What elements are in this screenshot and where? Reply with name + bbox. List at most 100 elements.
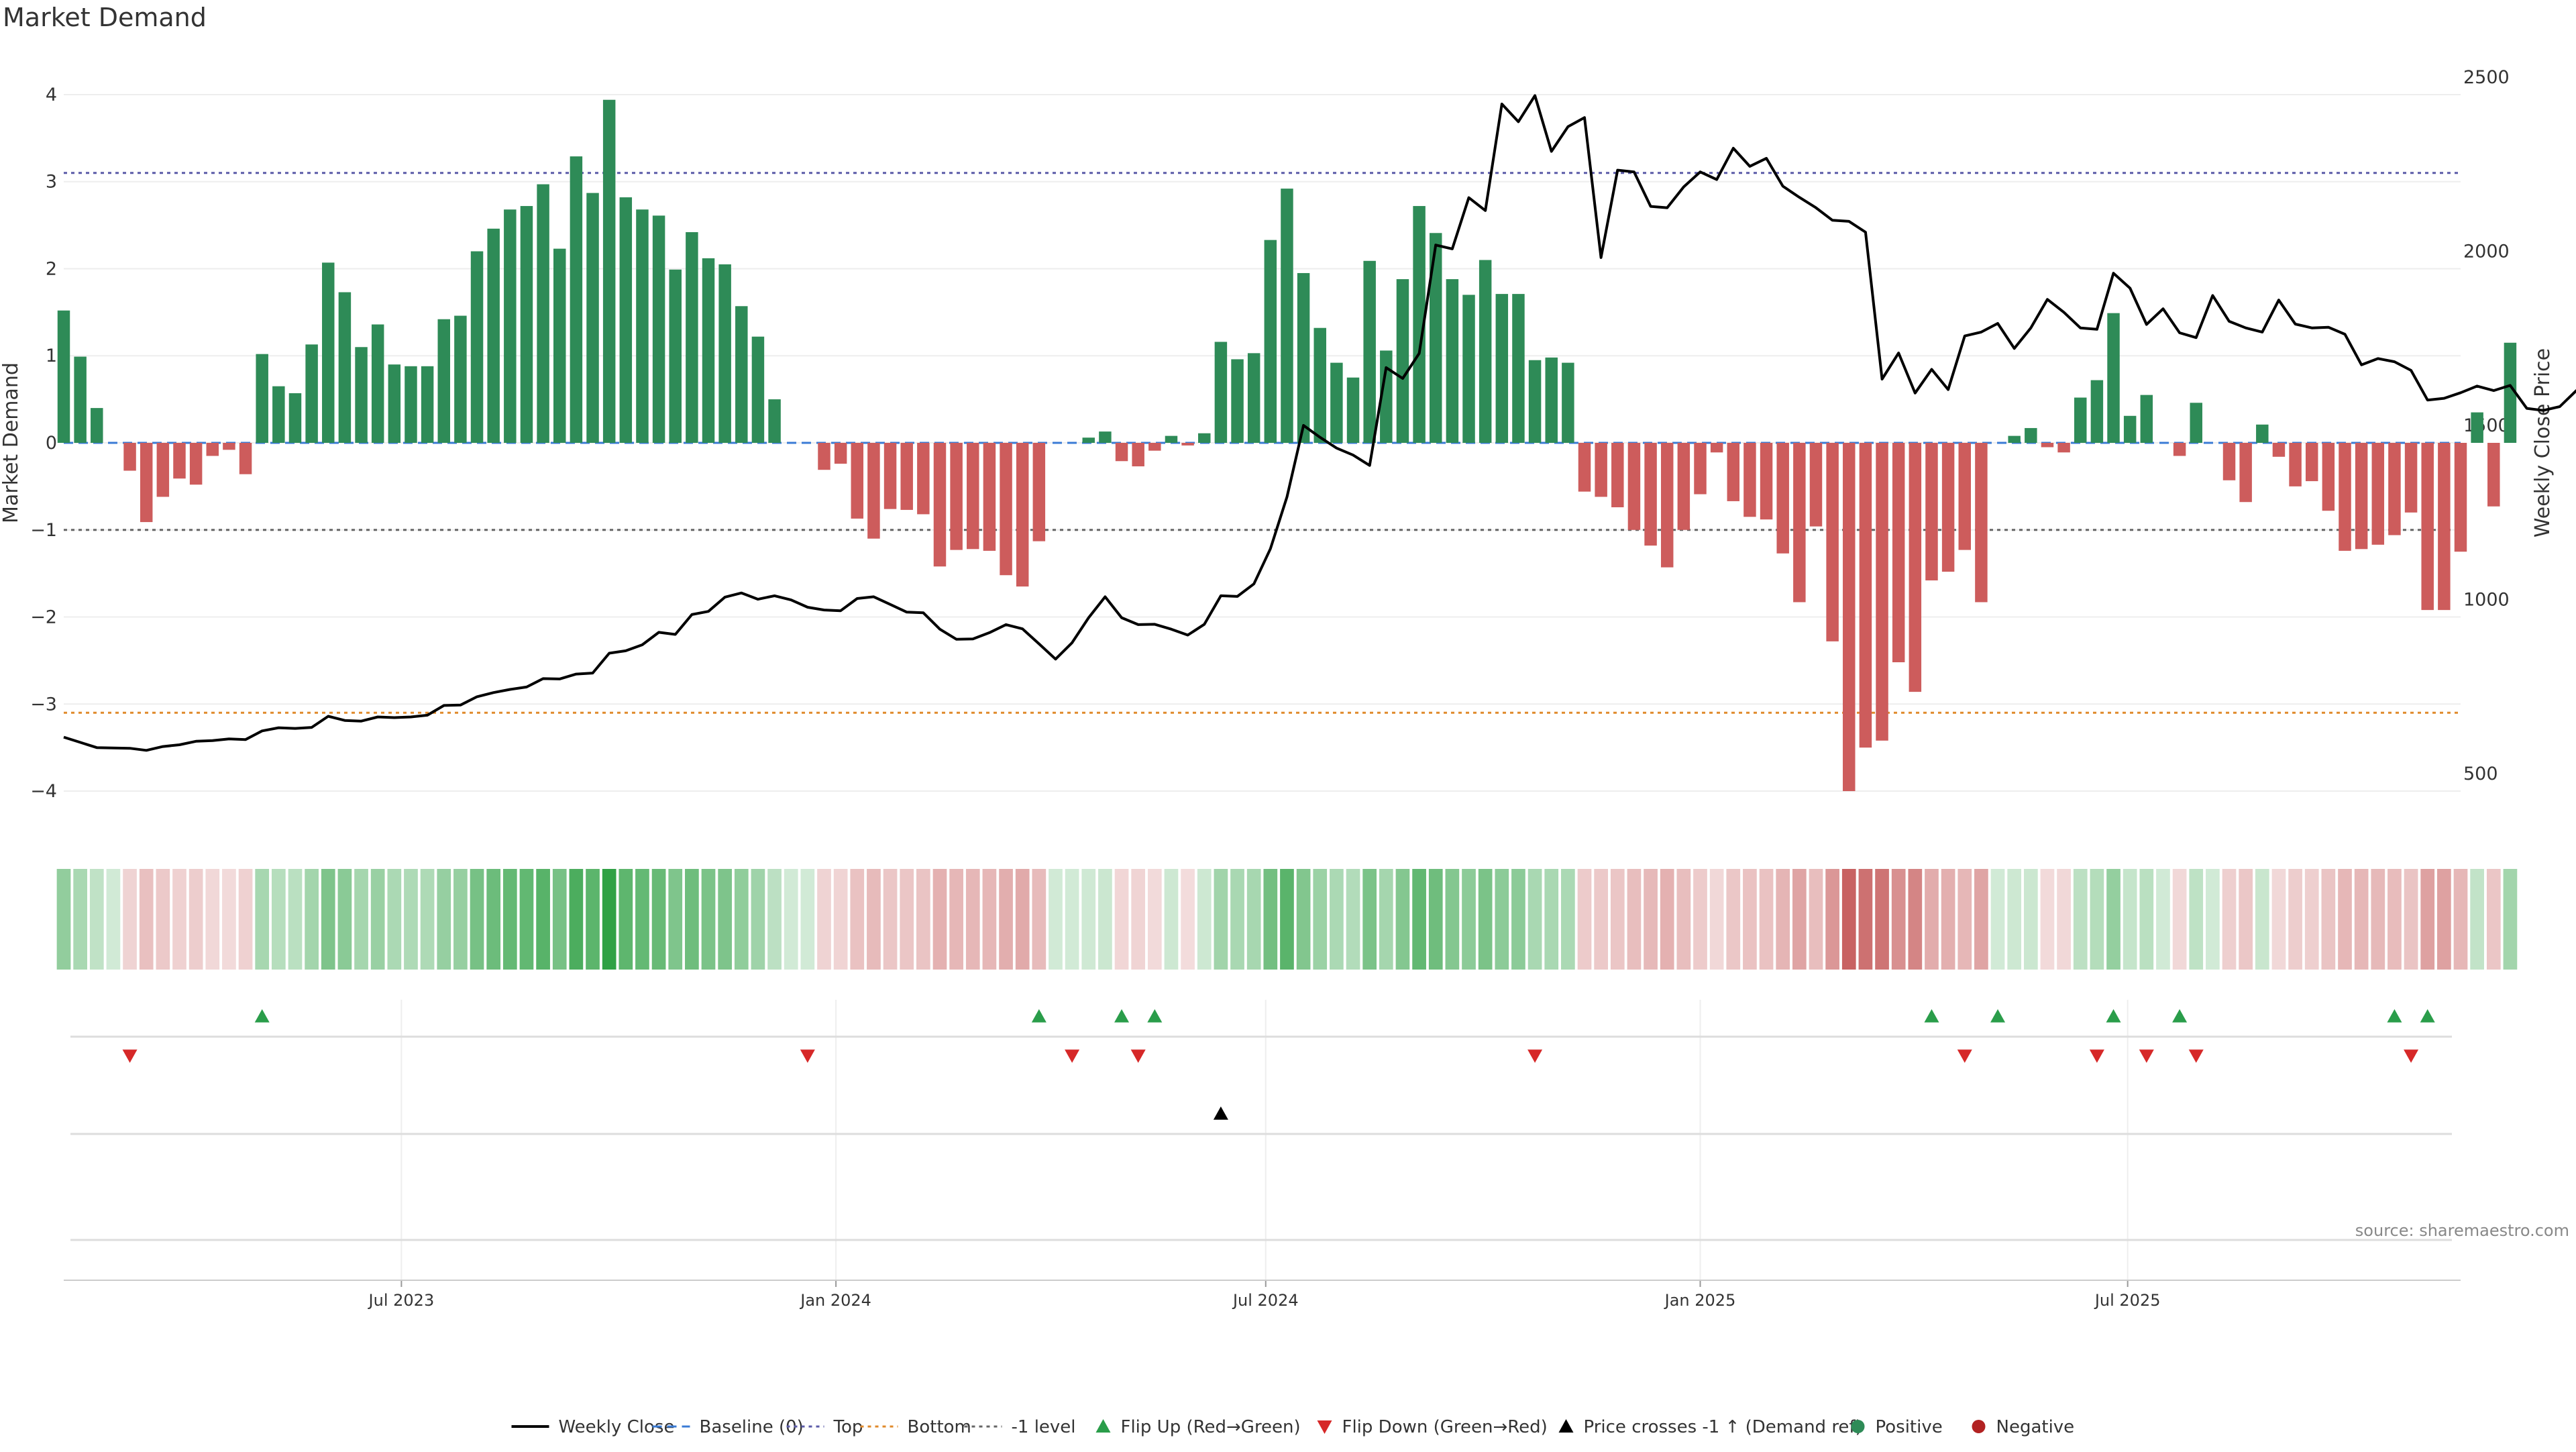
demand-bar <box>2107 313 2120 443</box>
heat-cell <box>1957 869 1972 970</box>
demand-bar <box>1859 443 1872 748</box>
demand-bar <box>1396 279 1409 443</box>
heat-cell <box>106 869 121 970</box>
demand-bar <box>1843 443 1856 792</box>
heat-cell <box>337 869 352 970</box>
heat-cell <box>833 869 848 970</box>
heat-cell <box>156 869 170 970</box>
flip-up-marker <box>2420 1009 2435 1023</box>
demand-bar <box>2090 380 2104 443</box>
heat-cell <box>932 869 947 970</box>
legend-swatch <box>1558 1419 1574 1433</box>
demand-bar <box>239 443 252 474</box>
heat-cell <box>635 869 649 970</box>
heat-cell <box>619 869 633 970</box>
demand-bar <box>917 443 930 515</box>
heat-cell <box>172 869 186 970</box>
y2-tick-label: 500 <box>2463 764 2498 784</box>
heat-cell <box>1098 869 1112 970</box>
heat-cell <box>2338 869 2352 970</box>
demand-bar <box>1545 357 1558 443</box>
demand-bar <box>1528 360 1542 443</box>
heat-cell <box>685 869 699 970</box>
demand-bar <box>2057 443 2070 453</box>
heat-cell <box>1280 869 1294 970</box>
legend-label: Baseline (0) <box>700 1417 804 1437</box>
demand-bar <box>1727 443 1740 501</box>
heat-cell <box>2007 869 2022 970</box>
demand-bar <box>1975 443 1988 603</box>
heat-cell <box>1776 869 1790 970</box>
demand-bar <box>983 443 996 551</box>
heat-cell <box>238 869 253 970</box>
y-tick-label: −4 <box>30 781 57 802</box>
heat-cell <box>2206 869 2220 970</box>
demand-bar <box>702 258 715 443</box>
flip-down-marker <box>1065 1049 1080 1063</box>
demand-bar <box>454 315 467 443</box>
x-tick-label: Jan 2024 <box>799 1291 871 1310</box>
flip-down-marker <box>2188 1049 2204 1063</box>
heat-cell <box>767 869 782 970</box>
heat-cell <box>1561 869 1575 970</box>
heat-cell <box>1032 869 1046 970</box>
heat-cell <box>1246 869 1261 970</box>
demand-bar <box>2388 443 2401 535</box>
demand-bar <box>1413 206 1426 443</box>
flip-down-marker <box>800 1049 815 1063</box>
demand-bar <box>2371 443 2385 545</box>
y-tick-label: −1 <box>30 520 57 541</box>
heat-cell <box>1511 869 1525 970</box>
y2-tick-label: 1500 <box>2463 415 2510 436</box>
heat-cell <box>1478 869 1493 970</box>
y-axis-label: Market Demand <box>0 362 23 523</box>
heat-cell <box>651 869 666 970</box>
heat-cell <box>2239 869 2253 970</box>
heat-cell <box>751 869 765 970</box>
legend-label: Negative <box>1996 1417 2075 1437</box>
y2-tick-label: 2500 <box>2463 67 2510 88</box>
heat-cell <box>1610 869 1625 970</box>
demand-bar <box>1826 443 1839 641</box>
demand-bar <box>1132 443 1144 467</box>
heat-cell <box>1015 869 1030 970</box>
heat-cell <box>867 869 881 970</box>
demand-bar <box>2272 443 2286 457</box>
heat-cell <box>982 869 997 970</box>
heat-cell <box>1743 869 1757 970</box>
flip-up-marker <box>2106 1009 2121 1023</box>
demand-bar <box>2074 397 2087 443</box>
demand-bar <box>1429 233 1442 443</box>
legend-item: Negative <box>1972 1417 2075 1437</box>
demand-bar <box>2339 443 2351 551</box>
heat-cell <box>288 869 303 970</box>
demand-bar <box>1181 443 1194 446</box>
demand-bar <box>586 193 599 443</box>
demand-bar <box>1941 443 1955 572</box>
demand-bar <box>405 366 417 443</box>
demand-bar <box>1247 353 1260 443</box>
heat-cell <box>2023 869 2038 970</box>
demand-bar <box>1346 377 1360 443</box>
demand-bar <box>1115 443 1128 462</box>
demand-bar <box>388 364 401 443</box>
demand-bar <box>1809 443 1823 527</box>
heat-cell <box>2453 869 2468 970</box>
demand-bar <box>2123 415 2137 443</box>
heat-cell <box>1925 869 1939 970</box>
flip-up-marker <box>2172 1009 2188 1023</box>
flip-down-marker <box>1130 1049 1146 1063</box>
demand-bar <box>91 408 103 443</box>
heat-cell <box>2420 869 2435 970</box>
demand-bar <box>669 269 682 443</box>
legend-label: Flip Down (Green→Red) <box>1342 1417 1548 1437</box>
legend-label: Price crosses -1 ↑ (Demand ref) <box>1584 1417 1862 1437</box>
demand-bar <box>2008 435 2021 443</box>
heat-cell <box>123 869 137 970</box>
demand-bar <box>206 443 219 456</box>
legend-item: -1 level <box>964 1417 1076 1437</box>
flip-up-marker <box>1114 1009 1130 1023</box>
demand-bar <box>355 347 368 443</box>
demand-bar <box>553 248 566 443</box>
demand-bar <box>1760 443 1773 520</box>
